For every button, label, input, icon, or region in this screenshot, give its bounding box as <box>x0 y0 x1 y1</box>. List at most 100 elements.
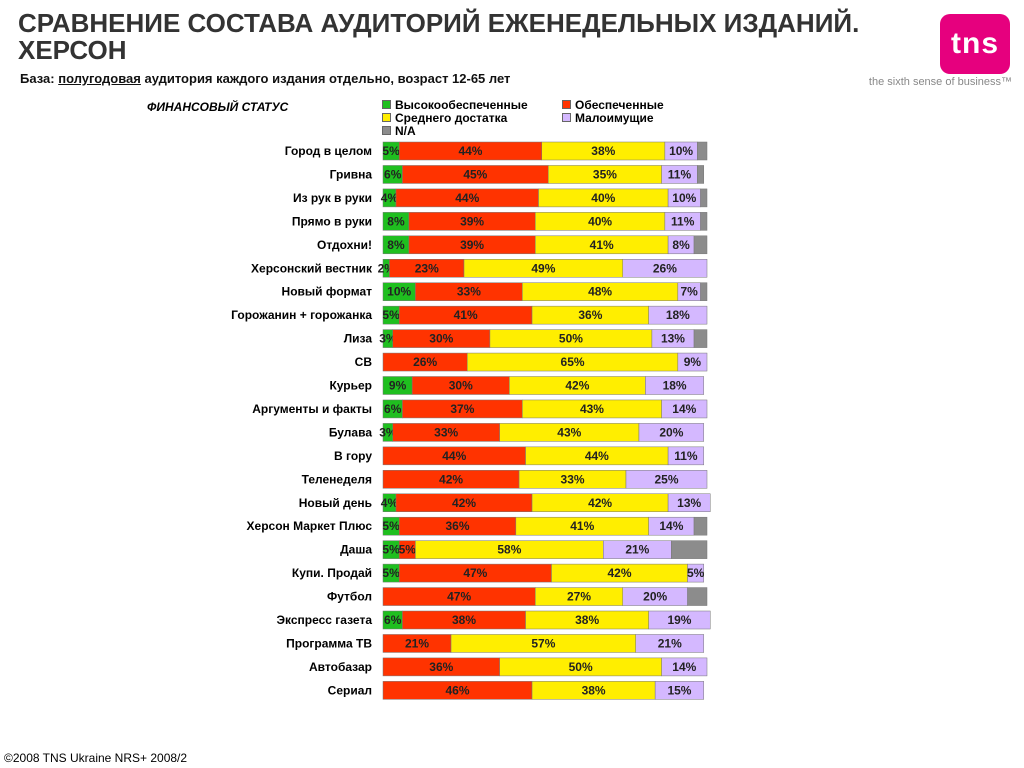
data-label: 6% <box>384 613 402 627</box>
data-label: 30% <box>429 332 453 346</box>
data-label: 43% <box>580 402 604 416</box>
chart-title: ФИНАНСОВЫЙ СТАТУС <box>147 100 289 114</box>
legend-item-low: Малоимущие <box>562 112 654 125</box>
data-label: 42% <box>452 496 476 510</box>
bar-row: Лиза 3% 30% 50% 13% <box>344 329 708 348</box>
data-label: 37% <box>450 402 474 416</box>
bar-row: СВ 26% 65% 9% <box>355 352 708 372</box>
subtitle-underlined: полугодовая <box>58 71 141 86</box>
bar-segment-low <box>648 610 711 630</box>
data-label: 5% <box>399 543 417 557</box>
bar-segment-low <box>635 634 705 653</box>
category-label: СВ <box>355 355 373 369</box>
bar-row: Новый формат 10% 33% 48% 7% <box>282 282 708 301</box>
data-label: 44% <box>585 449 609 463</box>
legend-swatch-high <box>382 100 391 109</box>
data-label: 5% <box>687 566 705 580</box>
category-label: Булава <box>329 425 372 439</box>
data-label: 13% <box>661 332 685 346</box>
data-label: 11% <box>674 449 698 463</box>
tns-logo: tns <box>940 14 1010 74</box>
data-label: 44% <box>455 191 479 205</box>
legend-label-low: Малоимущие <box>575 111 654 125</box>
logo-text: tns <box>951 27 999 60</box>
data-label: 21% <box>658 636 682 650</box>
category-label: Футбол <box>327 590 372 604</box>
footer-copyright: ©2008 TNS Ukraine NRS+ 2008/2 <box>4 751 188 765</box>
bar-row: Экспресс газета 6% 38% 38% 19% <box>276 610 711 630</box>
data-label: 10% <box>669 144 693 158</box>
data-label: 47% <box>447 590 471 604</box>
data-label: 27% <box>567 590 591 604</box>
data-label: 42% <box>588 496 612 510</box>
data-label: 40% <box>591 191 615 205</box>
bar-row: Гривна 6% 45% 35% 11% <box>330 165 705 184</box>
bar-row: Сериал 46% 38% 15% <box>328 681 705 700</box>
category-label: В гору <box>334 449 372 463</box>
data-label: 36% <box>578 308 602 322</box>
data-label: 10% <box>672 191 696 205</box>
data-label: 13% <box>677 496 701 510</box>
data-label: 33% <box>561 472 585 486</box>
bar-row: Даша 5%5% 58% 21% <box>340 540 708 559</box>
data-label: 50% <box>559 332 583 346</box>
bar-segment-low <box>677 352 708 372</box>
data-label: 43% <box>557 425 581 439</box>
data-label: 5% <box>382 543 400 557</box>
bar-segment-low <box>622 259 708 278</box>
bar-row: Теленеделя 42% 33% 25% <box>302 470 708 489</box>
data-label: 41% <box>590 238 614 252</box>
data-label: 33% <box>434 425 458 439</box>
bar-row: Из рук в руки 4% 44% 40% 10% <box>293 188 708 208</box>
bar-row: Прямо в руки 8% 39% 40% 11% <box>292 212 708 231</box>
bar-row: Автобазар 36% 50% 14% <box>309 657 708 677</box>
bar-row: Город в целом 5% 44% 38% 10% <box>285 141 708 161</box>
data-label: 7% <box>681 285 699 299</box>
data-label: 5% <box>382 144 400 158</box>
data-label: 11% <box>668 167 692 181</box>
data-label: 41% <box>454 308 478 322</box>
category-label: Даша <box>340 543 372 557</box>
title-line-2: ХЕРСОН <box>18 35 127 65</box>
category-label: Гривна <box>330 167 373 181</box>
category-label: Горожанин + горожанка <box>231 308 372 322</box>
data-label: 49% <box>531 261 555 275</box>
title-line-1: СРАВНЕНИЕ СОСТАВА АУДИТОРИЙ ЕЖЕНЕДЕЛЬНЫХ… <box>18 8 860 38</box>
legend-item-secured: Обеспеченные <box>562 99 664 112</box>
bar-row: В гору 44% 44% 11% <box>334 446 705 466</box>
legend-label-na: N/A <box>395 124 416 138</box>
data-label: 6% <box>384 167 402 181</box>
data-label: 48% <box>588 285 612 299</box>
page-title: СРАВНЕНИЕ СОСТАВА АУДИТОРИЙ ЕЖЕНЕДЕЛЬНЫХ… <box>18 10 948 64</box>
bar-segment-na <box>697 165 705 184</box>
data-label: 6% <box>384 402 402 416</box>
data-label: 36% <box>429 660 453 674</box>
category-label: Город в целом <box>285 144 372 158</box>
bar-segment-na <box>700 282 708 301</box>
data-label: 38% <box>591 144 615 158</box>
data-label: 35% <box>593 167 617 181</box>
data-label: 38% <box>452 613 476 627</box>
category-label: Экспресс газета <box>276 613 372 627</box>
category-label: Курьер <box>329 379 372 393</box>
data-label: 33% <box>457 285 481 299</box>
bar-segment-low <box>645 376 705 395</box>
legend-item-na: N/A <box>382 125 416 138</box>
data-label: 20% <box>643 590 667 604</box>
data-label: 3% <box>379 425 397 439</box>
legend-swatch-middle <box>382 113 391 122</box>
data-label: 8% <box>387 238 405 252</box>
bar-row: Программа ТВ 21% 57% 21% <box>286 634 705 653</box>
bar-segment-na <box>687 587 708 606</box>
bar-segment-low <box>661 657 708 677</box>
data-label: 40% <box>588 214 612 228</box>
data-label: 45% <box>463 167 487 181</box>
bar-segment-low <box>654 681 705 700</box>
data-label: 4% <box>381 191 399 205</box>
data-label: 8% <box>387 214 405 228</box>
data-label: 42% <box>439 472 463 486</box>
data-label: 42% <box>565 379 589 393</box>
data-label: 25% <box>654 472 678 486</box>
legend-swatch-na <box>382 126 391 135</box>
bar-row: Булава 3% 33% 43% 20% <box>329 423 705 442</box>
